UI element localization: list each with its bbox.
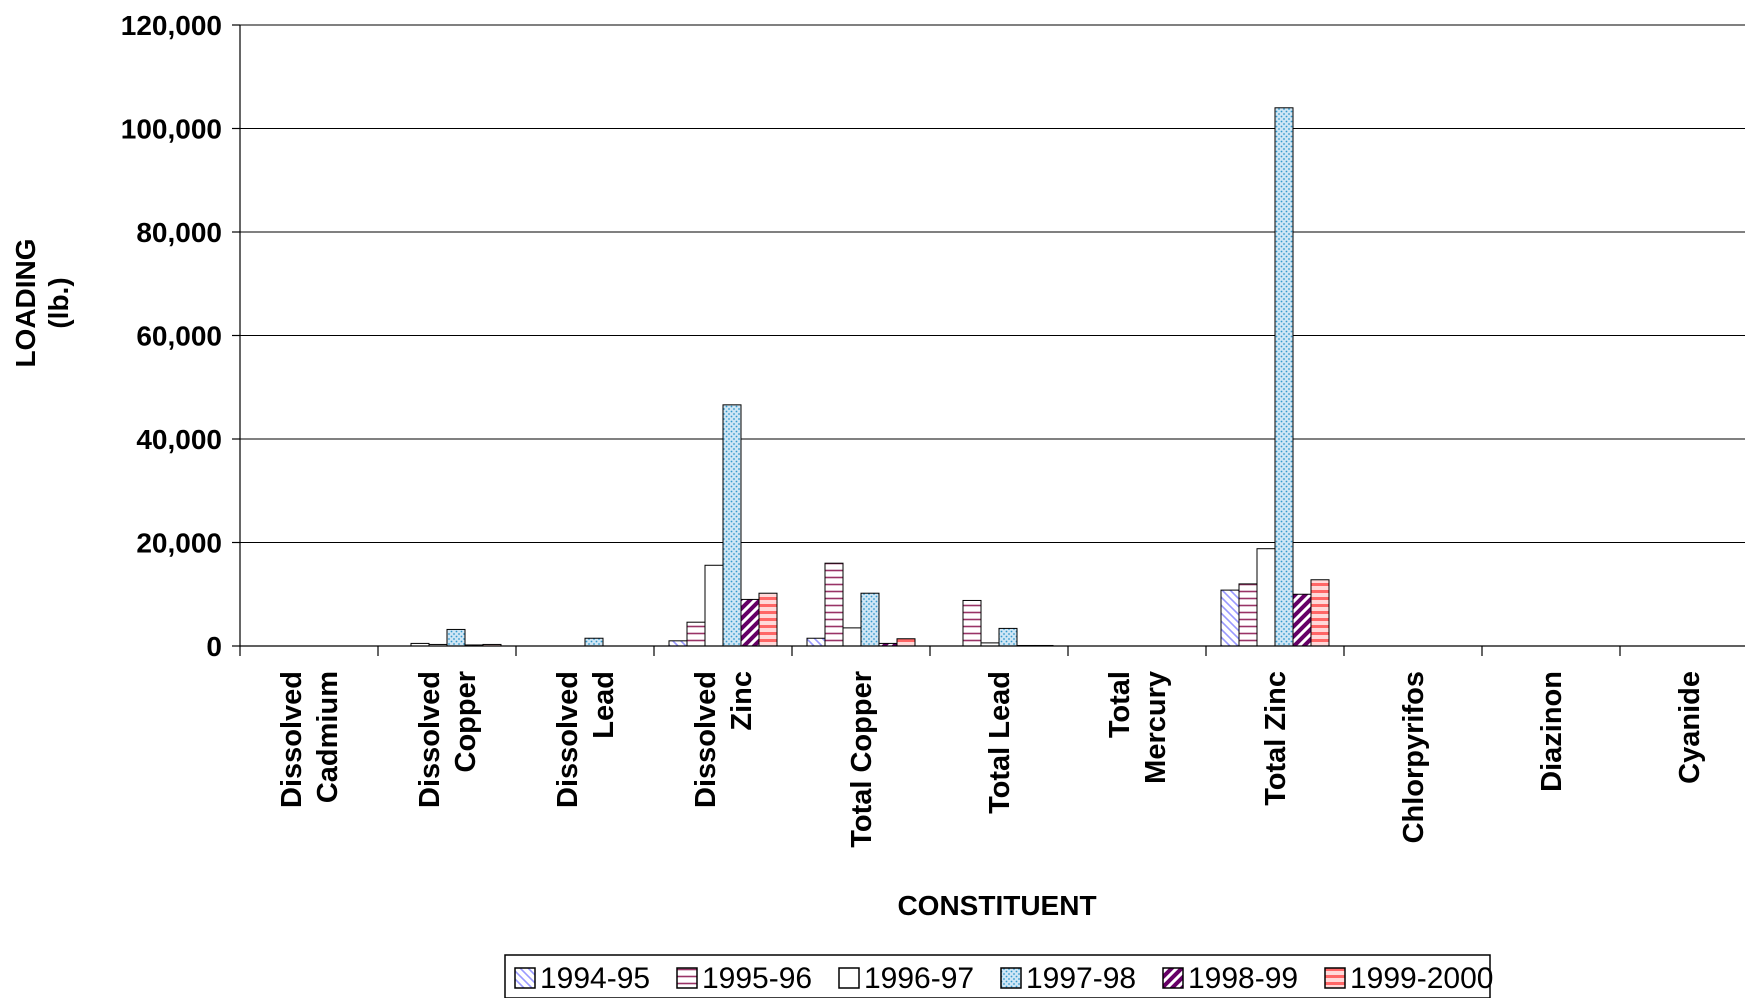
x-axis-title: CONSTITUENT (897, 890, 1096, 921)
bar-1994-95-4 (806, 637, 826, 647)
bar-1997-98-4 (860, 592, 880, 647)
bar-1996-97-3 (704, 564, 724, 647)
category-labels: Dissolved Cadmium Dissolved Copper Dissolved… (276, 671, 1706, 848)
category-label: Dissolved Cadmium (276, 671, 344, 808)
category-label: Total Mercury (1104, 671, 1172, 784)
bar-1998-99-3 (740, 598, 760, 647)
bars (410, 107, 1330, 647)
legend-label: 1995-96 (702, 962, 812, 995)
bar-1995-96-3 (686, 621, 706, 647)
category-label: Total Lead (984, 671, 1016, 814)
legend-swatch (838, 967, 860, 989)
y-tick-label: 60,000 (136, 321, 222, 352)
legend-swatch (514, 967, 536, 989)
legend-label: 1999-2000 (1350, 962, 1493, 995)
y-tick-label: 20,000 (136, 528, 222, 559)
y-tick-label: 40,000 (136, 424, 222, 455)
axes (239, 25, 1745, 656)
bar-1994-95-3 (668, 640, 688, 647)
bar-1999-2000-3 (758, 592, 778, 647)
bar-1998-99-7 (1292, 593, 1312, 647)
category-label: Dissolved Zinc (690, 671, 758, 808)
bar-1997-98-2 (584, 637, 604, 647)
legend-swatch (1162, 967, 1184, 989)
category-label: Dissolved Copper (414, 671, 482, 808)
y-axis-title-line2: (lb.) (43, 277, 74, 328)
y-axis-title-line1: LOADING (10, 238, 41, 367)
bar-1996-97-4 (842, 627, 862, 647)
y-tick-label: 120,000 (121, 10, 222, 41)
legend-swatch (1000, 967, 1022, 989)
y-tick-label: 100,000 (121, 114, 222, 145)
bar-1997-98-1 (446, 628, 466, 647)
category-label: Cyanide (1674, 671, 1706, 784)
bar-1995-96-5 (962, 599, 982, 647)
y-tick-label: 80,000 (136, 217, 222, 248)
y-tick-labels: 0 20,000 40,000 60,000 80,000 100,000 120,000 (121, 10, 240, 662)
bar-1994-95-7 (1220, 589, 1240, 647)
bar-1999-2000-4 (896, 638, 916, 647)
category-label: Total Copper (846, 671, 878, 848)
bar-1997-98-7 (1274, 107, 1294, 647)
legend: 1994-95 1995-96 1996-97 1997-98 1998-99 1999-… (504, 954, 1493, 998)
gridlines (240, 24, 1745, 543)
y-tick-label: 0 (206, 631, 222, 662)
category-label: Dissolved Lead (552, 671, 620, 808)
legend-label: 1998-99 (1188, 962, 1298, 995)
bar-1995-96-4 (824, 562, 844, 647)
category-label: Chlorpyrifos (1398, 671, 1430, 843)
legend-label: 1997-98 (1026, 962, 1136, 995)
bar-1999-2000-7 (1310, 579, 1330, 647)
legend-swatch (676, 967, 698, 989)
legend-label: 1994-95 (540, 962, 650, 995)
legend-label: 1996-97 (864, 962, 974, 995)
category-label: Diazinon (1536, 671, 1568, 792)
category-label: Total Zinc (1260, 671, 1292, 806)
bar-1997-98-3 (722, 404, 742, 647)
bar-1997-98-5 (998, 627, 1018, 647)
legend-swatch (1324, 967, 1346, 989)
bar-1996-97-7 (1256, 548, 1276, 647)
bar-1995-96-7 (1238, 583, 1258, 647)
